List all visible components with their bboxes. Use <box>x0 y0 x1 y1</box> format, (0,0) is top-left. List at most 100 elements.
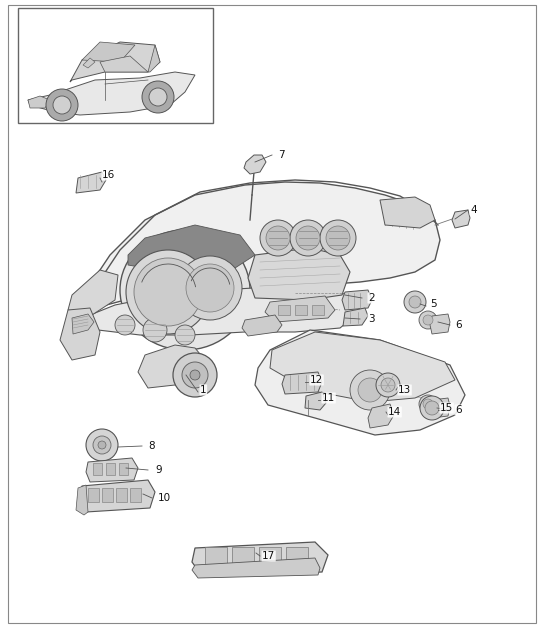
Circle shape <box>423 315 433 325</box>
Circle shape <box>190 370 200 380</box>
Text: 14: 14 <box>388 407 401 417</box>
Text: 15: 15 <box>440 403 453 413</box>
Circle shape <box>53 96 71 114</box>
Polygon shape <box>380 197 435 228</box>
Text: 16: 16 <box>102 170 115 180</box>
Polygon shape <box>265 296 335 322</box>
Circle shape <box>182 362 208 388</box>
Text: 11: 11 <box>322 393 335 403</box>
Circle shape <box>149 88 167 106</box>
Polygon shape <box>342 290 372 310</box>
Polygon shape <box>270 332 455 402</box>
Circle shape <box>296 226 320 250</box>
Circle shape <box>409 296 421 308</box>
Text: 9: 9 <box>155 465 162 475</box>
Circle shape <box>142 81 174 113</box>
Polygon shape <box>138 345 205 388</box>
Bar <box>295 305 307 315</box>
Bar <box>93 463 102 475</box>
Bar <box>119 463 128 475</box>
Bar <box>130 488 141 502</box>
Circle shape <box>143 318 167 342</box>
Polygon shape <box>60 308 100 360</box>
Polygon shape <box>86 458 138 482</box>
Bar <box>116 488 127 502</box>
Text: 17: 17 <box>262 551 275 561</box>
Circle shape <box>93 436 111 454</box>
Polygon shape <box>430 314 450 334</box>
Circle shape <box>178 256 242 320</box>
Bar <box>205 547 227 565</box>
Ellipse shape <box>120 230 250 350</box>
Bar <box>286 547 308 565</box>
Text: 1: 1 <box>200 385 207 395</box>
Bar <box>278 305 290 315</box>
Circle shape <box>115 315 135 335</box>
Text: 7: 7 <box>278 150 284 160</box>
Circle shape <box>98 441 106 449</box>
Bar <box>232 547 254 565</box>
Polygon shape <box>192 542 328 576</box>
Polygon shape <box>70 42 160 82</box>
Circle shape <box>404 291 426 313</box>
Polygon shape <box>192 558 320 578</box>
Circle shape <box>420 396 444 420</box>
Circle shape <box>260 220 296 256</box>
Polygon shape <box>70 182 440 310</box>
Polygon shape <box>83 58 95 68</box>
Bar <box>88 488 99 502</box>
Polygon shape <box>76 485 88 515</box>
Polygon shape <box>148 45 160 72</box>
Polygon shape <box>282 372 322 394</box>
Polygon shape <box>248 248 350 300</box>
Circle shape <box>381 378 395 392</box>
Polygon shape <box>368 404 394 428</box>
Bar <box>102 488 113 502</box>
Polygon shape <box>78 480 155 512</box>
Circle shape <box>175 325 195 345</box>
Circle shape <box>350 370 390 410</box>
Circle shape <box>266 226 290 250</box>
Text: 6: 6 <box>455 320 462 330</box>
Circle shape <box>186 264 234 312</box>
Circle shape <box>419 395 437 413</box>
Circle shape <box>290 220 326 256</box>
Circle shape <box>126 250 210 334</box>
Circle shape <box>358 378 382 402</box>
Polygon shape <box>244 155 266 174</box>
Circle shape <box>46 89 78 121</box>
Polygon shape <box>242 315 282 336</box>
Bar <box>18 8 213 123</box>
Circle shape <box>423 399 433 409</box>
Text: 5: 5 <box>430 299 437 309</box>
Bar <box>312 305 324 315</box>
Polygon shape <box>430 398 450 418</box>
Polygon shape <box>28 72 195 115</box>
Polygon shape <box>68 270 118 315</box>
Polygon shape <box>72 314 94 334</box>
Circle shape <box>419 311 437 329</box>
Circle shape <box>86 429 118 461</box>
Circle shape <box>326 226 350 250</box>
Text: 8: 8 <box>148 441 155 451</box>
Polygon shape <box>128 225 255 270</box>
Text: 2: 2 <box>368 293 374 303</box>
Circle shape <box>376 373 400 397</box>
Polygon shape <box>75 287 360 335</box>
Circle shape <box>134 258 202 326</box>
Polygon shape <box>76 172 106 193</box>
Polygon shape <box>82 42 135 62</box>
Polygon shape <box>255 330 465 435</box>
Circle shape <box>320 220 356 256</box>
Text: 3: 3 <box>368 314 374 324</box>
Polygon shape <box>343 308 368 326</box>
Circle shape <box>425 401 439 415</box>
Bar <box>106 463 115 475</box>
Polygon shape <box>452 210 470 228</box>
Polygon shape <box>305 392 326 410</box>
Polygon shape <box>100 56 148 72</box>
Polygon shape <box>28 96 50 108</box>
Text: 4: 4 <box>470 205 477 215</box>
Text: 13: 13 <box>398 385 411 395</box>
Circle shape <box>173 353 217 397</box>
